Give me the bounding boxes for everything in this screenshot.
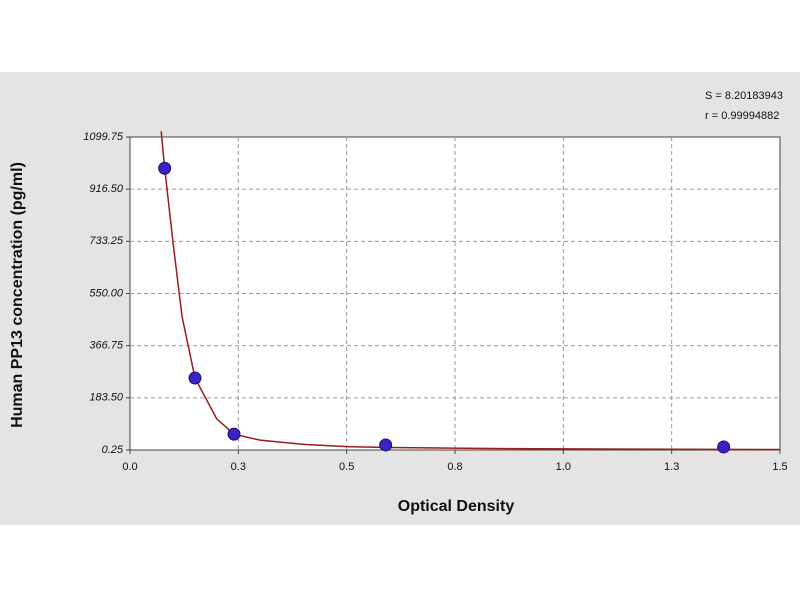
data-point [379,438,393,452]
y-tick-label: 733.25 [89,235,124,247]
fit-curve [160,131,781,451]
data-point [717,440,731,454]
x-axis-title: Optical Density [398,498,515,515]
data-point [227,427,241,441]
x-tick-label: 1.5 [772,461,787,473]
y-tick-label: 366.75 [89,340,124,352]
x-tick-label: 0.3 [231,461,246,473]
x-tick-label: 1.3 [664,461,679,473]
x-tick-label: 1.0 [556,461,571,473]
annotation: r = 0.99994882 [705,110,779,122]
x-tick-label: 0.8 [447,461,462,473]
y-tick-label: 916.50 [89,183,124,195]
data-point [158,161,172,175]
y-axis-title: Human PP13 concentration (pg/ml) [9,162,26,428]
y-tick-label: 183.50 [89,392,124,404]
x-tick-label: 0.0 [122,461,137,473]
y-tick-label: 1099.75 [83,131,124,143]
data-point [188,371,202,385]
y-tick-label: 0.25 [102,444,124,456]
annotation: S = 8.20183943 [705,90,783,102]
y-tick-label: 550.00 [89,287,124,299]
x-tick-label: 0.5 [339,461,354,473]
